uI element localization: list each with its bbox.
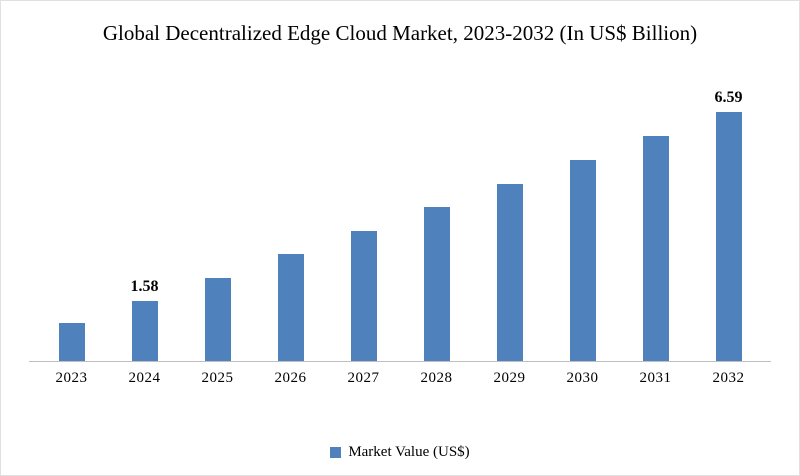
x-axis-label: 2032 — [712, 370, 745, 387]
x-axis-label: 2030 — [566, 370, 599, 387]
x-axis-label: 2023 — [55, 370, 88, 387]
x-axis-label: 2026 — [274, 370, 307, 387]
x-axis: 2023 2024 2025 2026 2027 2028 2029 2030 2031 2032 — [29, 362, 771, 387]
bar-slot: 6.59 — [692, 79, 765, 362]
bar — [569, 160, 596, 362]
bar-slot — [254, 79, 327, 362]
legend-label: Market Value (US$) — [348, 444, 470, 460]
bar — [350, 231, 377, 362]
chart-title: Global Decentralized Edge Cloud Market, … — [102, 21, 698, 45]
bar — [58, 323, 85, 362]
bar-slot — [619, 79, 692, 362]
bar — [642, 136, 669, 362]
data-label: 1.58 — [130, 278, 159, 296]
bar — [423, 207, 450, 362]
bar — [204, 278, 231, 362]
bar — [715, 112, 742, 362]
x-axis-label: 2027 — [347, 370, 380, 387]
bar — [131, 301, 158, 362]
bar — [496, 184, 523, 362]
bar-slot — [546, 79, 619, 362]
bar — [277, 254, 304, 362]
x-axis-label: 2024 — [128, 370, 161, 387]
bar-slot — [327, 79, 400, 362]
bar-slot — [181, 79, 254, 362]
x-axis-label: 2028 — [420, 370, 453, 387]
x-axis-label: 2031 — [639, 370, 672, 387]
bar-slot — [35, 79, 108, 362]
legend: Market Value (US$) — [1, 444, 799, 461]
plot-area: 1.58 6.59 — [29, 79, 771, 363]
bar-slot — [400, 79, 473, 362]
legend-marker-icon — [330, 447, 342, 458]
x-axis-label: 2029 — [493, 370, 526, 387]
data-label: 6.59 — [714, 89, 743, 107]
x-axis-label: 2025 — [201, 370, 234, 387]
bar-slot — [473, 79, 546, 362]
bar-slot: 1.58 — [108, 79, 181, 362]
